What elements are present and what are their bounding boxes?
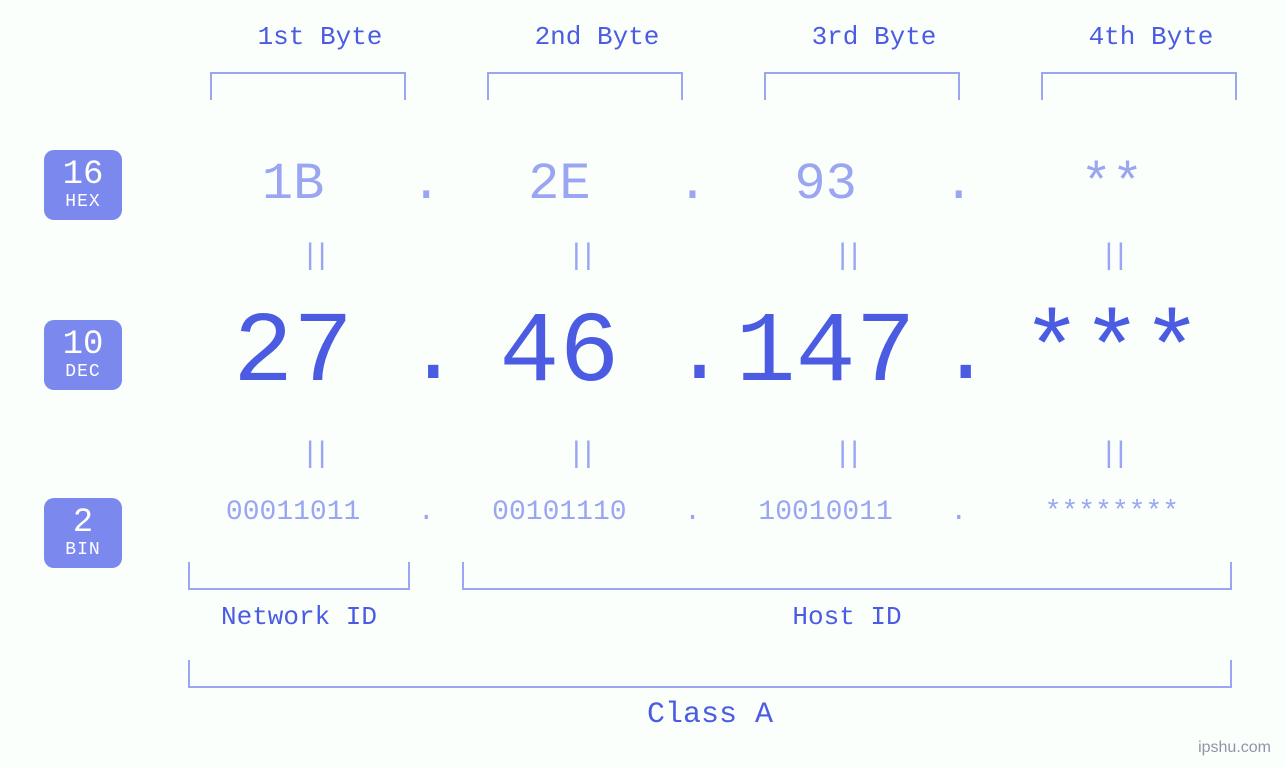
base-badge-bin: 2 BIN <box>44 498 122 568</box>
bin-row: 00011011. 00101110. 10010011. ******** <box>180 497 1245 528</box>
byte-header-2: 2nd Byte <box>477 22 717 52</box>
bin-dot-1: . <box>406 497 446 528</box>
hex-dot-1: . <box>406 155 446 214</box>
byte-header-3: 3rd Byte <box>754 22 994 52</box>
bin-dot-3: . <box>939 497 979 528</box>
base-radix-dec: 10 <box>63 328 104 364</box>
equals-4: || <box>979 240 1245 274</box>
hex-byte-2: 2E <box>446 155 672 214</box>
ip-representation-diagram: 1st Byte 2nd Byte 3rd Byte 4th Byte 16 H… <box>0 0 1285 767</box>
hex-dot-3: . <box>939 155 979 214</box>
bin-byte-1: 00011011 <box>180 497 406 528</box>
dec-dot-3: . <box>939 304 979 406</box>
byte-header-1: 1st Byte <box>200 22 440 52</box>
base-radix-hex: 16 <box>63 158 104 194</box>
hex-dot-2: . <box>673 155 713 214</box>
byte-bracket-1 <box>210 72 406 100</box>
bin-byte-2: 00101110 <box>446 497 672 528</box>
bin-dot-2: . <box>673 497 713 528</box>
byte-bracket-4 <box>1041 72 1237 100</box>
base-name-bin: BIN <box>65 541 100 560</box>
hex-row: 1B. 2E. 93. ** <box>180 155 1245 214</box>
host-id-label: Host ID <box>462 602 1232 632</box>
base-radix-bin: 2 <box>73 506 93 542</box>
hex-byte-3: 93 <box>713 155 939 214</box>
base-name-dec: DEC <box>65 363 100 382</box>
dec-byte-2: 46 <box>446 298 672 411</box>
hex-byte-4: ** <box>979 155 1245 214</box>
watermark: ipshu.com <box>1198 739 1271 757</box>
dec-dot-2: . <box>673 304 713 406</box>
base-name-hex: HEX <box>65 193 100 212</box>
host-id-bracket <box>462 562 1232 590</box>
network-id-bracket <box>188 562 410 590</box>
dec-row: 27. 46. 147. *** <box>180 298 1245 411</box>
dec-byte-4: *** <box>979 298 1245 411</box>
byte-header-4: 4th Byte <box>1031 22 1271 52</box>
base-badge-hex: 16 HEX <box>44 150 122 220</box>
dec-byte-3: 147 <box>713 298 939 411</box>
equals-7: || <box>713 438 979 472</box>
dec-dot-1: . <box>406 304 446 406</box>
bin-byte-3: 10010011 <box>713 497 939 528</box>
class-bracket <box>188 660 1232 688</box>
equals-5: || <box>180 438 446 472</box>
equals-6: || <box>446 438 712 472</box>
equals-row-hex-dec: || || || || <box>180 240 1245 274</box>
bin-byte-4: ******** <box>979 497 1245 528</box>
equals-1: || <box>180 240 446 274</box>
class-label: Class A <box>188 698 1232 732</box>
hex-byte-1: 1B <box>180 155 406 214</box>
equals-3: || <box>713 240 979 274</box>
byte-bracket-3 <box>764 72 960 100</box>
byte-bracket-2 <box>487 72 683 100</box>
network-id-label: Network ID <box>188 602 410 632</box>
equals-row-dec-bin: || || || || <box>180 438 1245 472</box>
dec-byte-1: 27 <box>180 298 406 411</box>
equals-8: || <box>979 438 1245 472</box>
base-badge-dec: 10 DEC <box>44 320 122 390</box>
equals-2: || <box>446 240 712 274</box>
